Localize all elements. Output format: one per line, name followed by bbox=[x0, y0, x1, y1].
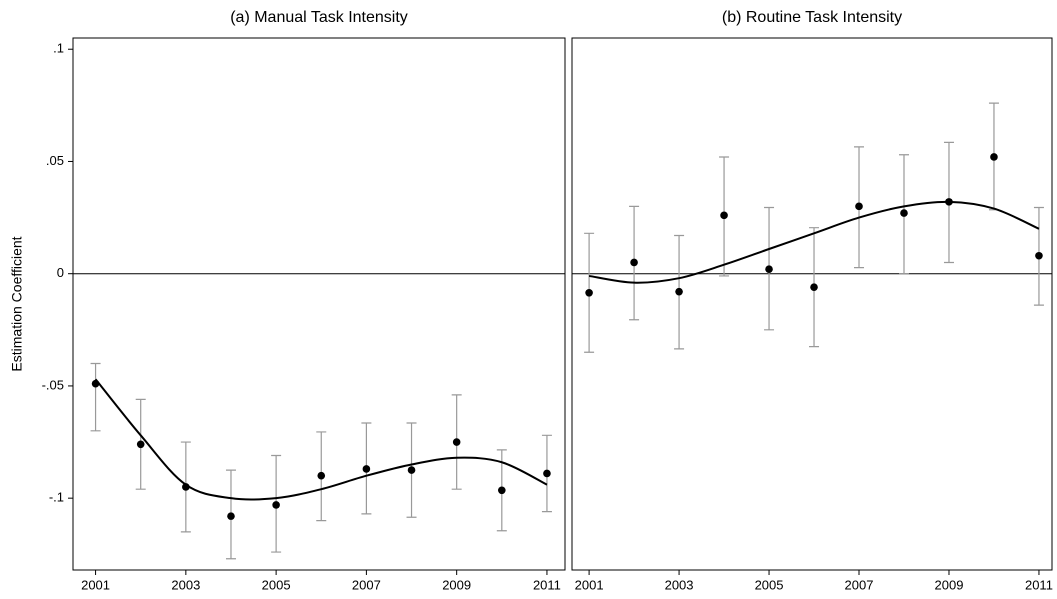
point bbox=[182, 483, 190, 491]
plot-frame bbox=[571, 37, 1053, 571]
x-tick-label: 2003 bbox=[665, 577, 694, 592]
point bbox=[675, 287, 683, 296]
fit-line bbox=[94, 378, 548, 501]
point bbox=[272, 501, 280, 509]
point bbox=[990, 153, 998, 161]
point bbox=[407, 466, 416, 474]
point bbox=[227, 512, 235, 520]
x-tick-label: 2007 bbox=[845, 577, 874, 592]
y-tick-label: .05 bbox=[46, 153, 64, 168]
point bbox=[945, 198, 953, 206]
x-tick-label: 2011 bbox=[1025, 577, 1053, 592]
point bbox=[720, 211, 728, 220]
point bbox=[317, 471, 326, 480]
y-tick-label: .1 bbox=[53, 41, 64, 56]
point bbox=[452, 438, 461, 446]
y-tick-label: 0 bbox=[57, 265, 64, 280]
point bbox=[765, 265, 773, 274]
point bbox=[543, 469, 551, 478]
point bbox=[91, 379, 100, 388]
point bbox=[900, 209, 908, 217]
plot-frame bbox=[72, 37, 566, 571]
point bbox=[498, 486, 506, 495]
y-tick-label: -.05 bbox=[42, 377, 64, 392]
panel-title: (b) Routine Task Intensity bbox=[722, 9, 902, 26]
x-tick-label: 2011 bbox=[533, 577, 561, 592]
x-tick-label: 2001 bbox=[575, 577, 604, 592]
point bbox=[1035, 251, 1043, 260]
x-tick-label: 2005 bbox=[755, 577, 784, 592]
x-tick-label: 2003 bbox=[171, 577, 200, 592]
x-tick-label: 2009 bbox=[935, 577, 964, 592]
error-bar bbox=[90, 362, 101, 432]
panel-title: (a) Manual Task Intensity bbox=[230, 9, 408, 26]
point bbox=[630, 258, 638, 267]
fit-line bbox=[588, 200, 1040, 284]
x-tick-label: 2007 bbox=[352, 577, 381, 592]
x-tick-label: 2009 bbox=[442, 577, 471, 592]
point bbox=[362, 465, 371, 473]
point bbox=[585, 288, 593, 297]
x-tick-label: 2001 bbox=[81, 577, 110, 592]
point bbox=[855, 202, 863, 211]
y-axis-label: Estimation Coefficient bbox=[9, 236, 25, 371]
point bbox=[136, 440, 145, 449]
y-tick-label: -.1 bbox=[49, 490, 64, 505]
point bbox=[810, 283, 818, 291]
x-tick-label: 2005 bbox=[262, 577, 291, 592]
